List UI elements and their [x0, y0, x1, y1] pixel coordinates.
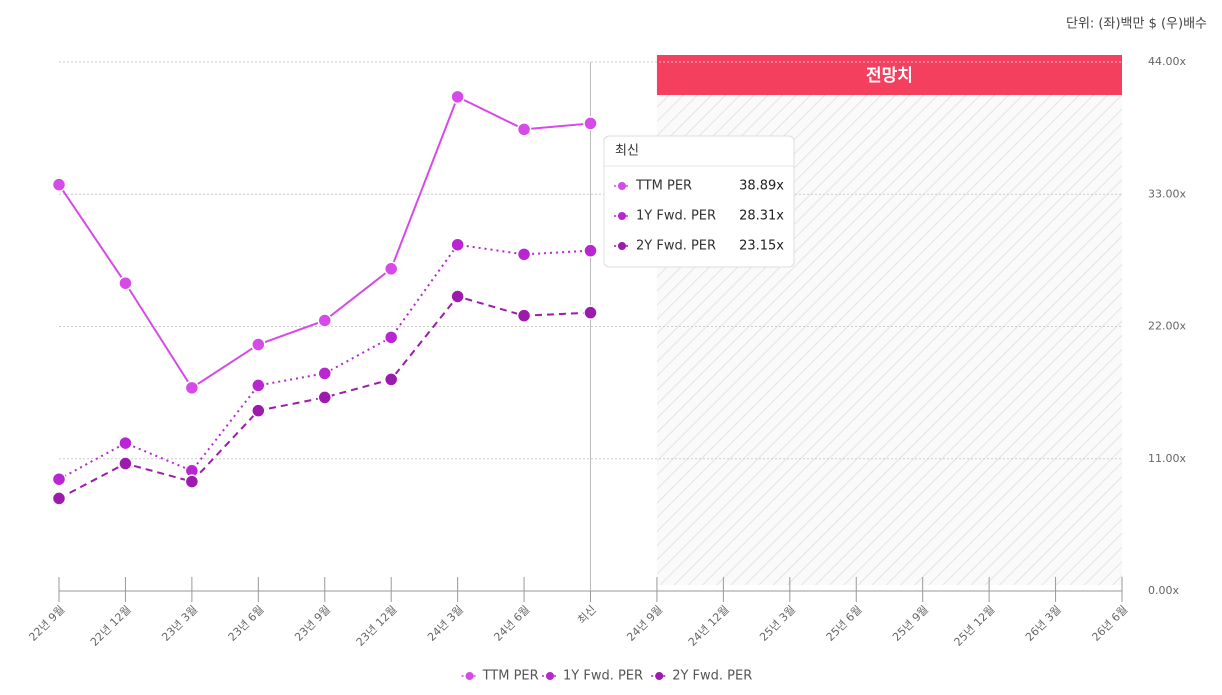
x-tick-label: 25년 12월 — [952, 603, 998, 649]
data-point — [118, 275, 133, 291]
data-point — [383, 330, 399, 345]
x-tick-label: 25년 3월 — [757, 603, 798, 644]
legend-label: TTM PER — [482, 669, 539, 684]
x-tick-label: 25년 6월 — [824, 603, 865, 644]
tooltip-title: 최신 — [615, 144, 639, 159]
data-point — [516, 247, 532, 262]
tooltip-box — [603, 135, 795, 268]
x-tick-label: 23년 9월 — [292, 603, 333, 644]
tooltip-value: 38.89x — [739, 179, 784, 194]
x-tick-label: 24년 12월 — [686, 603, 732, 649]
data-point — [317, 366, 332, 381]
x-tick-label: 22년 9월 — [26, 603, 67, 644]
data-point — [184, 380, 200, 396]
data-point — [583, 116, 598, 131]
y-tick-label: 0.00x — [1148, 584, 1179, 597]
data-point — [383, 261, 399, 277]
data-point — [450, 289, 465, 304]
y-tick-label: 44.00x — [1148, 55, 1186, 68]
data-point — [516, 308, 532, 323]
x-tick-label: 23년 3월 — [159, 603, 200, 644]
legend-key-dot — [655, 672, 664, 680]
tooltip-name: 2Y Fwd. PER — [636, 239, 716, 254]
x-tick-label: 23년 6월 — [226, 603, 267, 644]
tooltip-value: 23.15x — [739, 239, 784, 254]
data-point — [51, 491, 67, 506]
data-point — [317, 390, 332, 405]
x-tick-label: 26년 3월 — [1023, 603, 1064, 644]
series-line — [58, 295, 591, 500]
x-tick-label: 22년 12월 — [88, 603, 134, 649]
data-point — [51, 471, 67, 487]
x-tick-label: 24년 3월 — [425, 603, 466, 644]
data-point — [450, 237, 465, 252]
data-point — [184, 474, 200, 489]
tooltip-value: 28.31x — [739, 209, 784, 224]
x-tick-label: 24년 9월 — [624, 603, 665, 644]
tooltip-key-dot — [618, 212, 626, 220]
data-point — [450, 89, 465, 105]
data-point — [251, 337, 266, 352]
tooltip-key-dot — [618, 242, 626, 250]
data-point — [317, 313, 332, 328]
data-point — [51, 177, 67, 192]
x-tick-label: 25년 9월 — [890, 603, 931, 644]
tooltip-key-dot — [618, 182, 626, 190]
legend-label: 1Y Fwd. PER — [563, 669, 643, 684]
x-tick-label: 24년 6월 — [491, 603, 532, 644]
y-tick-label: 11.00x — [1148, 452, 1186, 465]
y-tick-label: 33.00x — [1148, 187, 1186, 200]
x-tick-label: 최신 — [575, 603, 599, 627]
data-point — [118, 435, 133, 451]
legend-key-dot — [546, 672, 554, 680]
series-line — [58, 95, 591, 390]
series-line — [58, 243, 591, 481]
data-point — [516, 122, 532, 137]
x-tick-label: 26년 6월 — [1089, 603, 1130, 644]
data-point — [118, 456, 133, 471]
y-tick-label: 22.00x — [1148, 320, 1186, 333]
legend-key-dot — [465, 672, 474, 680]
tooltip-name: 1Y Fwd. PER — [636, 209, 716, 224]
tooltip: 최신 TTM PER 38.89x 1Y Fwd. PER 28.31x 2Y Fwd. … — [603, 135, 795, 268]
x-tick-label: 23년 12월 — [354, 603, 400, 649]
data-point — [583, 305, 598, 320]
unit-note: 단위: (좌)백만 $ (우)배수 — [1066, 17, 1207, 32]
legend-label: 2Y Fwd. PER — [672, 669, 752, 684]
tooltip-name: TTM PER — [635, 179, 692, 194]
data-point — [251, 378, 266, 393]
forecast-label: 전망치 — [866, 66, 913, 86]
data-point — [383, 372, 399, 387]
data-point — [251, 403, 266, 418]
data-point — [583, 243, 598, 258]
